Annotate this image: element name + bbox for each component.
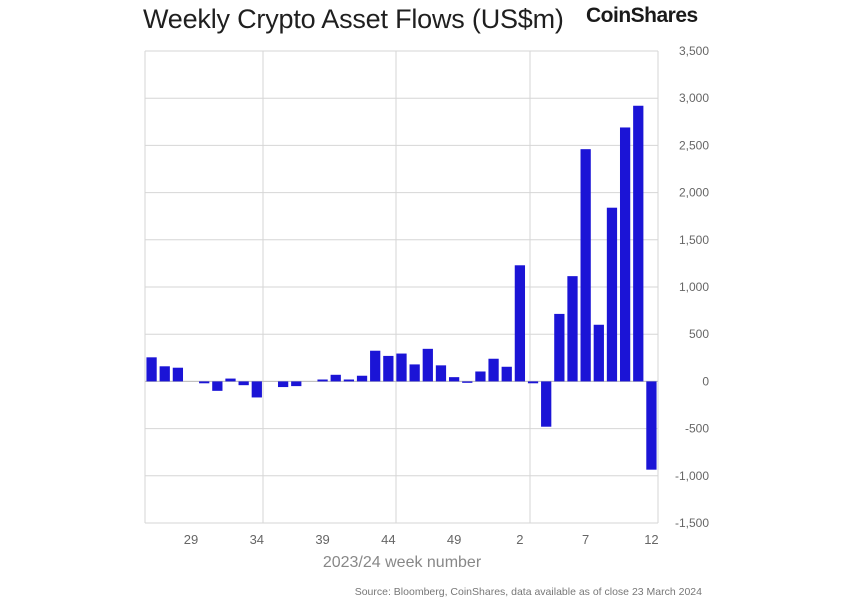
bar — [514, 265, 526, 382]
x-axis: 29 34 39 44 49 2 7 12 — [184, 532, 659, 547]
bar-series — [146, 105, 657, 470]
x-tick-label: 49 — [447, 532, 461, 547]
y-tick-label: 2,000 — [679, 186, 709, 200]
bar — [527, 381, 539, 384]
x-tick-label: 34 — [250, 532, 264, 547]
bar — [212, 381, 223, 391]
y-tick-label: -1,500 — [675, 516, 709, 530]
bar — [343, 379, 355, 382]
bar — [199, 381, 210, 384]
y-tick-label: 500 — [689, 327, 709, 341]
bar — [238, 381, 249, 386]
bar — [435, 365, 447, 382]
bar — [606, 207, 618, 382]
x-tick-label: 39 — [315, 532, 329, 547]
y-tick-label: 3,500 — [679, 44, 709, 58]
x-tick-label: 7 — [582, 532, 589, 547]
y-axis: 3,500 3,000 2,500 2,000 1,500 1,000 500 0 -500 -1… — [675, 44, 709, 530]
bar — [251, 381, 262, 398]
bar — [291, 381, 302, 387]
y-tick-label: 1,000 — [679, 280, 709, 294]
source-note: Source: Bloomberg, CoinShares, data avai… — [354, 586, 702, 598]
y-tick-label: -1,000 — [675, 469, 709, 483]
bar — [146, 357, 157, 382]
chart-title: Weekly Crypto Asset Flows (US$m) — [143, 4, 564, 34]
x-tick-label: 44 — [381, 532, 395, 547]
bar — [633, 105, 644, 382]
bar — [593, 324, 604, 382]
coinshares-logo: CoinShares — [586, 4, 698, 27]
x-tick-label: 29 — [184, 532, 198, 547]
x-tick-label: 2 — [516, 532, 523, 547]
bar — [488, 358, 499, 382]
bar — [172, 367, 184, 382]
bar — [646, 381, 657, 470]
bar — [277, 381, 289, 388]
bar — [159, 366, 170, 382]
bar — [396, 353, 407, 382]
x-tick-label: 12 — [644, 532, 658, 547]
y-tick-label: 3,000 — [679, 91, 709, 105]
bar — [225, 378, 236, 382]
y-tick-label: 0 — [702, 374, 709, 388]
bar — [541, 381, 552, 427]
bar — [580, 149, 591, 382]
x-axis-label: 2023/24 week number — [323, 554, 482, 571]
bar — [356, 375, 368, 382]
y-tick-label: -500 — [685, 422, 709, 436]
bar — [422, 348, 433, 382]
bar — [501, 366, 512, 382]
y-tick-label: 1,500 — [679, 233, 709, 247]
bar — [567, 276, 578, 382]
bar — [475, 371, 486, 382]
bar — [409, 364, 420, 382]
bar — [330, 374, 341, 382]
bar — [370, 350, 381, 382]
bar — [619, 127, 631, 382]
bar — [554, 313, 565, 382]
bar — [317, 379, 328, 382]
bar — [448, 377, 460, 382]
bar — [383, 355, 394, 382]
bar — [462, 381, 473, 383]
y-tick-label: 2,500 — [679, 138, 709, 152]
